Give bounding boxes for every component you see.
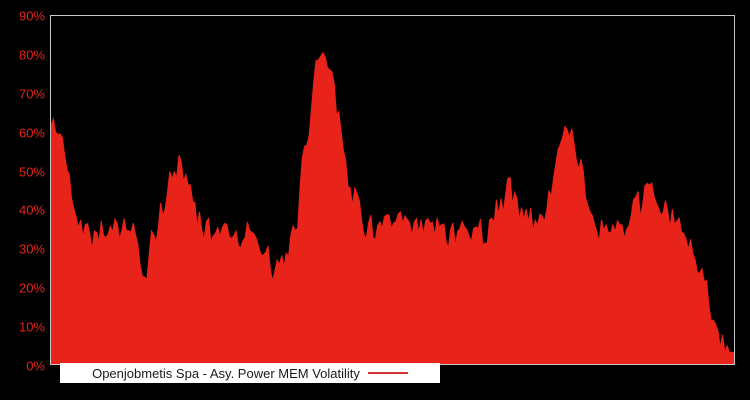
volatility-fill-area [51,53,734,364]
y-axis-tick-label: 40% [0,203,45,218]
volatility-line-chart [51,16,734,364]
y-axis-tick-label: 90% [0,9,45,24]
chart-root: 0% 10% 20% 30% 40% 50% 60% 70% 80% 90% Openjobmet… [0,0,750,400]
legend-box: Openjobmetis Spa - Asy. Power MEM Volati… [60,363,440,383]
y-axis-tick-label: 50% [0,164,45,179]
plot-area: 0% 10% 20% 30% 40% 50% 60% 70% 80% 90% [50,15,735,365]
y-axis-tick-label: 10% [0,320,45,335]
y-axis-tick-label: 30% [0,242,45,257]
legend-label: Openjobmetis Spa - Asy. Power MEM Volati… [92,366,360,381]
y-axis-tick-label: 70% [0,86,45,101]
y-axis-tick-label: 80% [0,47,45,62]
legend-line-sample [368,372,408,374]
y-axis-tick-label: 0% [0,359,45,374]
y-axis-tick-label: 60% [0,125,45,140]
y-axis-tick-label: 20% [0,281,45,296]
